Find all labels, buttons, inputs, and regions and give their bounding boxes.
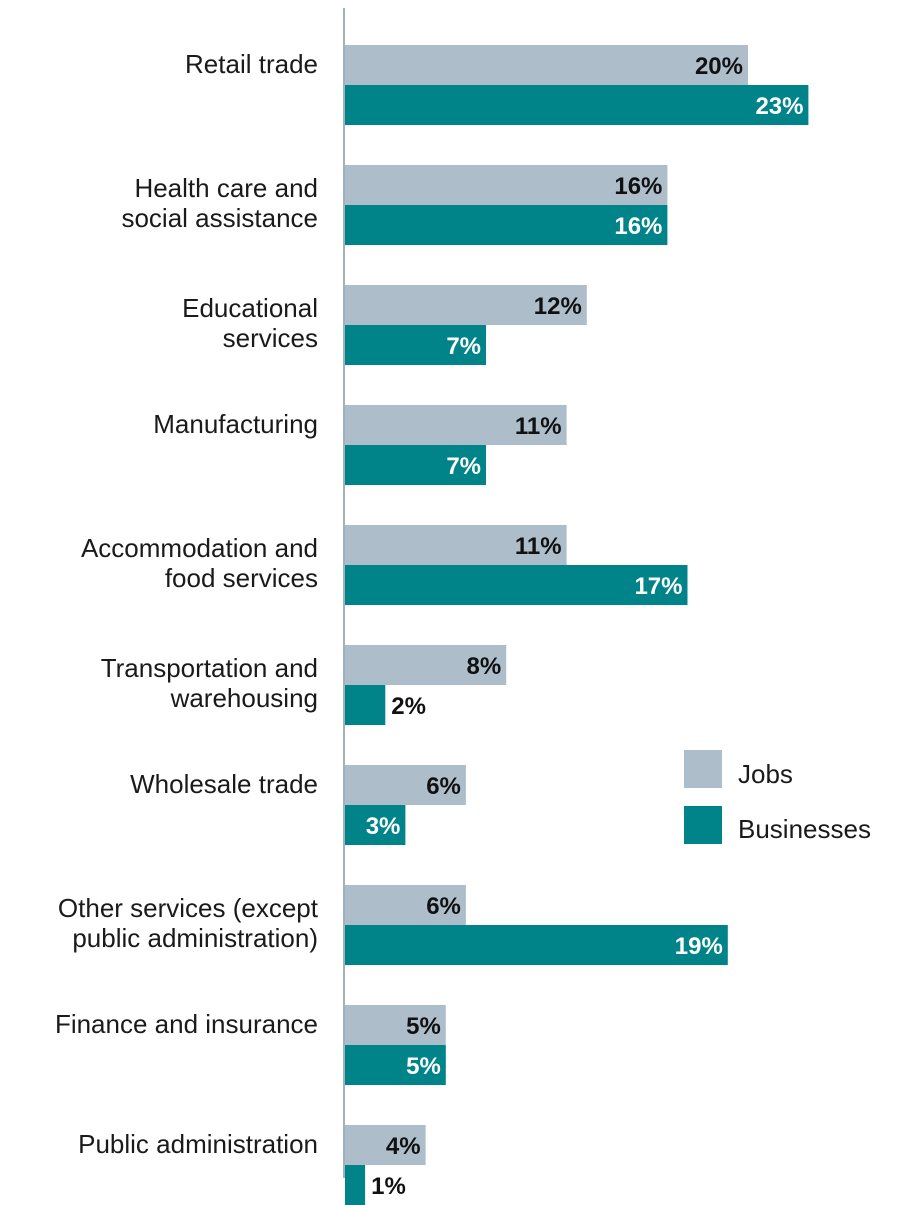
value-label-businesses-6: 3% [366,813,401,840]
category-label-4: Accommodation and food services [81,533,318,593]
bar-jobs-9 [345,1125,426,1165]
value-label-businesses-2: 7% [446,333,481,360]
legend-label-businesses: Businesses [738,814,871,844]
value-label-jobs-9: 4% [386,1133,421,1160]
category-label-line: Manufacturing [153,409,318,439]
bar-businesses-9 [345,1165,366,1205]
legend-swatch-jobs [684,750,722,788]
value-label-jobs-2: 12% [534,293,582,320]
value-label-jobs-6: 6% [426,773,461,800]
value-label-jobs-1: 16% [614,173,662,200]
bar-jobs-0 [345,45,748,85]
value-label-businesses-0: 23% [755,93,803,120]
category-label-line: food services [165,563,318,593]
value-label-jobs-5: 8% [467,653,502,680]
category-label-line: Wholesale trade [130,769,318,799]
bar-jobs-6 [345,765,466,805]
bar-businesses-0 [345,85,809,125]
bar-jobs-4 [345,525,567,565]
value-label-businesses-8: 5% [406,1053,441,1080]
bar-businesses-7 [345,925,728,965]
value-label-jobs-3: 11% [515,413,562,440]
category-label-line: Retail trade [185,49,318,79]
legend-label-jobs: Jobs [738,759,793,789]
category-label-line: Transportation and [101,653,318,683]
bar-jobs-1 [345,165,668,205]
bar-jobs-2 [345,285,587,325]
category-label-line: Other services (except [58,893,319,923]
bar-businesses-8 [345,1045,446,1085]
bar-businesses-1 [345,205,668,245]
value-label-businesses-5: 2% [391,693,426,720]
category-label-1: Health care and social assistance [121,173,318,233]
value-label-businesses-4: 17% [634,573,682,600]
category-label-line: Educational [182,293,318,323]
category-label-9: Public administration [78,1129,318,1159]
value-label-jobs-4: 11% [515,533,562,560]
value-labels: 20% 23% 16% 16% 12% 7% 11% 7% 11% 17% 8% 2% 6% 3% 6% 19… [366,53,804,1200]
bar-businesses-3 [345,445,486,485]
bar-businesses-4 [345,565,688,605]
category-label-8: Finance and insurance [55,1009,318,1039]
category-label-0: Retail trade [185,49,318,79]
bar-businesses-2 [345,325,486,365]
category-label-line: services [223,323,318,353]
category-label-5: Transportation and warehousing [101,653,318,713]
bar-jobs-8 [345,1005,446,1045]
bar-businesses-5 [345,685,386,725]
category-label-line: warehousing [170,683,318,713]
legend: Jobs Businesses [684,750,871,844]
category-label-line: social assistance [121,203,318,233]
value-label-businesses-9: 1% [371,1173,406,1200]
category-label-line: Health care and [134,173,318,203]
category-label-2: Educational services [182,293,318,353]
category-label-3: Manufacturing [153,409,318,439]
value-label-businesses-7: 19% [675,933,723,960]
value-label-jobs-0: 20% [695,53,743,80]
legend-swatch-businesses [684,806,722,844]
category-label-line: Finance and insurance [55,1009,318,1039]
value-label-businesses-3: 7% [446,453,481,480]
category-labels: Retail trade Health care and social assist… [55,49,319,1159]
value-label-jobs-8: 5% [406,1013,441,1040]
category-label-7: Other services (except public administrat… [58,893,319,953]
bar-businesses-6 [345,805,406,845]
value-label-businesses-1: 16% [614,213,662,240]
bars-layer [345,45,809,1205]
category-label-6: Wholesale trade [130,769,318,799]
bar-jobs-7 [345,885,466,925]
bar-jobs-3 [345,405,567,445]
category-label-line: public administration) [72,923,318,953]
category-label-line: Public administration [78,1129,318,1159]
bar-jobs-5 [345,645,507,685]
value-label-jobs-7: 6% [426,893,461,920]
category-label-line: Accommodation and [81,533,318,563]
